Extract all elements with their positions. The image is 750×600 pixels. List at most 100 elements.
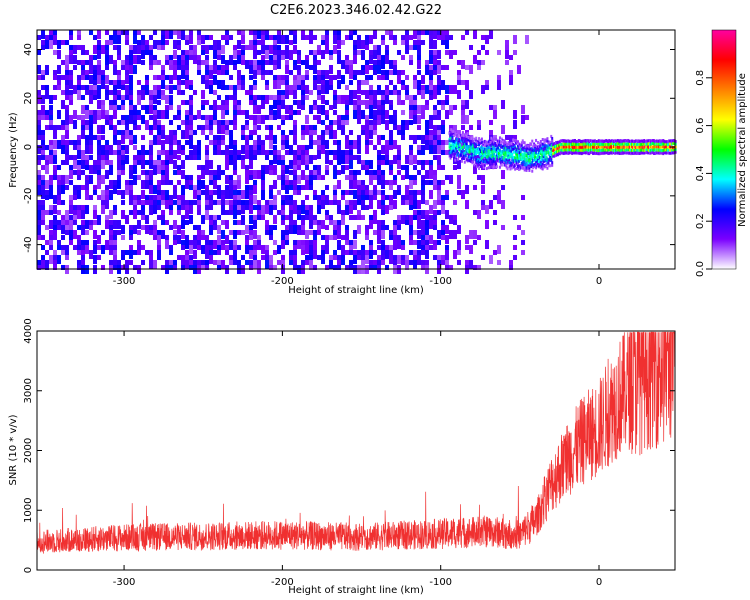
spectrogram-cell (125, 55, 129, 60)
spectrogram-cell (325, 115, 329, 120)
spectrogram-cell (169, 205, 173, 214)
spectrogram-cell (325, 185, 329, 190)
spectrogram-cell (209, 170, 213, 175)
spectrogram-cell (269, 115, 273, 120)
spectrogram-cell (333, 255, 337, 260)
spectrogram-cell (413, 250, 417, 255)
colorbar-gradient (711, 29, 737, 270)
spectrogram-cell (161, 130, 165, 139)
spectrogram-cell (281, 215, 285, 224)
spectrogram-cell (117, 155, 121, 160)
spectrogram-cell (185, 140, 189, 145)
spectrogram-cell (353, 155, 357, 160)
spectrogram-cell (281, 80, 285, 85)
spectrogram-cell (181, 50, 185, 59)
spectrogram-signal-cell (528, 166, 531, 170)
spectrogram-cell (89, 60, 93, 69)
spectrogram-cell (225, 30, 229, 35)
spectrogram-cell (445, 175, 449, 180)
spectrogram-cell (97, 235, 101, 244)
spectrogram-cell (337, 55, 341, 64)
spectrogram-cell (113, 245, 117, 254)
spectrogram-cell (209, 35, 213, 40)
spectrogram-cell (177, 255, 181, 260)
spectrogram-cell (245, 235, 249, 244)
spectrogram-cell (73, 205, 77, 214)
spectrogram-cell (337, 30, 341, 35)
spectrogram-cell (417, 30, 421, 39)
spectrogram-signal-cell (460, 153, 463, 157)
spectrogram-cell (209, 180, 213, 185)
spectrogram-cell (461, 115, 465, 124)
spectrogram-cell (401, 165, 405, 170)
spectrogram-xtick-label: -100 (429, 276, 452, 287)
spectrogram-cell (109, 100, 113, 105)
spectrogram-cell (517, 225, 521, 230)
spectrogram-cell (209, 205, 213, 210)
spectrogram-cell (249, 260, 253, 265)
spectrogram-cell (341, 120, 345, 129)
spectrogram-cell (453, 215, 457, 224)
spectrogram-signal-cell (489, 141, 492, 145)
spectrogram-cell (237, 210, 241, 215)
spectrogram-cell (413, 190, 417, 195)
spectrogram-cell (381, 245, 385, 250)
spectrogram-cell (281, 50, 285, 55)
spectrogram-cell (405, 75, 409, 80)
spectrogram-cell (149, 105, 153, 114)
spectrogram-cell (53, 95, 57, 100)
spectrogram-cell (369, 215, 373, 220)
spectrogram-cell (341, 215, 345, 224)
spectrogram-cell (257, 150, 261, 155)
spectrogram-cell (277, 260, 281, 265)
spectrogram-cell (317, 45, 321, 54)
spectrogram-cell (177, 45, 181, 50)
spectrogram-cell (329, 130, 333, 139)
spectrogram-cell (45, 35, 49, 44)
spectrogram-cell (217, 105, 221, 110)
spectrogram-cell (45, 180, 49, 189)
spectrogram-signal-cell (450, 132, 453, 136)
spectrogram-cell (165, 190, 169, 195)
spectrogram-cell (429, 235, 433, 244)
spectrogram-signal-cell (450, 139, 453, 143)
spectrogram-cell (385, 205, 389, 214)
spectrogram-signal-cell (558, 149, 561, 153)
spectrogram-cell (113, 140, 117, 145)
spectrogram-cell (49, 205, 53, 214)
spectrogram-cell (349, 260, 353, 265)
spectrogram-cell (253, 140, 257, 145)
spectrogram-cell (113, 150, 117, 155)
spectrogram-cell (313, 165, 317, 170)
spectrogram-cell (129, 105, 133, 114)
spectrogram-cell (105, 245, 109, 250)
spectrogram-cell (257, 30, 261, 39)
spectrogram-cell (329, 220, 333, 225)
spectrogram-cell (409, 235, 413, 244)
spectrogram-cell (225, 165, 229, 170)
spectrogram-cell (77, 85, 81, 90)
spectrogram-cell (177, 65, 181, 70)
spectrogram-cell (101, 45, 105, 54)
spectrogram-cell (321, 220, 325, 229)
spectrogram-cell (153, 205, 157, 214)
spectrogram-cell (313, 240, 317, 249)
spectrogram-cell (325, 265, 329, 270)
spectrogram-cell (369, 250, 373, 259)
spectrogram-cell (233, 260, 237, 265)
spectrogram-cell (49, 95, 53, 104)
spectrogram-cell (101, 110, 105, 119)
spectrogram-signal-cell (488, 150, 491, 154)
spectrogram-cell (289, 90, 293, 95)
spectrogram-cell (45, 70, 49, 75)
spectrogram-signal-cell (523, 163, 526, 167)
spectrogram-cell (317, 145, 321, 150)
spectrogram-cell (361, 250, 365, 255)
spectrogram-cell (309, 265, 313, 270)
spectrogram-cell (61, 40, 65, 45)
spectrogram-cell (113, 35, 117, 44)
spectrogram-cell (177, 55, 181, 64)
spectrogram-cell (329, 125, 333, 130)
spectrogram-signal-cell (517, 159, 520, 163)
spectrogram-cell (385, 145, 389, 150)
